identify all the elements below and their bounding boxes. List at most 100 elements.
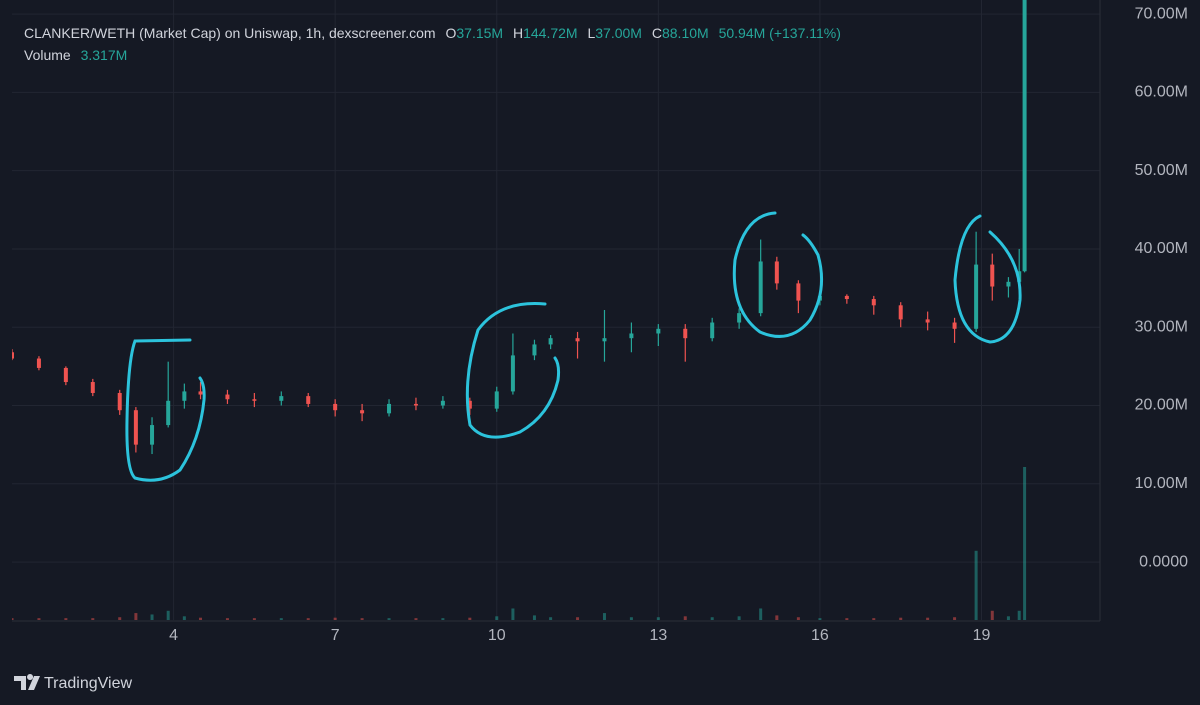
candle-body xyxy=(63,367,68,383)
legend-change: 50.94M (+137.11%) xyxy=(719,25,841,41)
y-tick-label: 20.00M xyxy=(1135,397,1188,414)
candle-body xyxy=(898,305,903,320)
volume-bar xyxy=(990,610,994,620)
candle-body xyxy=(656,328,661,334)
candle-body xyxy=(1006,281,1011,287)
legend: CLANKER/WETH (Market Cap) on Uniswap, 1h… xyxy=(24,25,841,63)
candle-body xyxy=(494,391,499,409)
y-tick-label: 70.00M xyxy=(1135,5,1188,22)
candle-body xyxy=(279,396,284,401)
volume-bar xyxy=(134,613,138,620)
legend-label: H xyxy=(513,25,523,41)
legend-value: 144.72M xyxy=(523,25,577,41)
volume-bar xyxy=(953,617,957,620)
volume-bar xyxy=(495,616,499,620)
volume-bar xyxy=(414,618,418,620)
candle-body xyxy=(925,319,930,323)
candle-body xyxy=(90,382,95,393)
legend-row: CLANKER/WETH (Market Cap) on Uniswap, 1h… xyxy=(24,25,841,41)
candle-body xyxy=(413,403,418,406)
legend-label: Volume xyxy=(24,47,71,63)
plot-area xyxy=(12,0,1027,620)
candle-body xyxy=(774,261,779,284)
volume-bar xyxy=(166,610,170,620)
y-tick-label: 50.00M xyxy=(1135,162,1188,179)
candle-body xyxy=(440,400,445,406)
candle-body xyxy=(510,355,515,392)
volume-bar xyxy=(759,608,763,620)
candle-body xyxy=(758,261,763,314)
hand-circle xyxy=(465,302,561,439)
volume-bar xyxy=(37,618,41,620)
candle-body xyxy=(602,338,607,342)
volume-bar xyxy=(279,618,283,620)
legend-value: 37.00M xyxy=(595,25,642,41)
volume-bar xyxy=(683,616,687,620)
volume-bar xyxy=(441,618,445,620)
x-tick-label: 13 xyxy=(649,627,667,644)
candle-body xyxy=(548,338,553,345)
y-tick-label: 0.0000 xyxy=(1139,553,1188,570)
candle-body xyxy=(333,403,338,411)
candle-body xyxy=(1022,0,1027,272)
volume-bar xyxy=(182,616,186,620)
legend-value: 3.317M xyxy=(81,47,128,63)
volume-bar xyxy=(710,617,714,620)
volume-bar xyxy=(629,617,633,620)
volume-bar xyxy=(899,617,903,620)
volume-bar xyxy=(818,618,822,620)
legend-value: 37.15M xyxy=(456,25,503,41)
y-tick-label: 30.00M xyxy=(1135,318,1188,335)
y-tick-label: 40.00M xyxy=(1135,240,1188,257)
candle-body xyxy=(871,299,876,306)
legend-label: C xyxy=(652,25,662,41)
candle-body xyxy=(198,391,203,395)
hand-circle xyxy=(732,211,824,338)
volume-bar xyxy=(12,618,14,620)
candle-body xyxy=(844,295,849,300)
candle-body xyxy=(796,283,801,301)
candle-body xyxy=(117,392,122,411)
volume-bar xyxy=(602,613,606,620)
volume-bar xyxy=(468,617,472,620)
candle-body xyxy=(133,410,138,445)
volume-bar xyxy=(796,617,800,620)
candle-body xyxy=(952,322,957,329)
volume-bar xyxy=(532,615,536,620)
x-tick-label: 19 xyxy=(973,627,991,644)
candle-body xyxy=(166,400,171,426)
volume-bar xyxy=(118,617,122,620)
x-tick-label: 16 xyxy=(811,627,829,644)
legend-value: 88.10M xyxy=(662,25,709,41)
candle-body xyxy=(737,313,742,323)
x-tick-label: 10 xyxy=(488,627,506,644)
volume-bar xyxy=(1006,616,1010,620)
volume-bar xyxy=(91,618,95,620)
candle-body xyxy=(360,410,365,414)
volume-bar xyxy=(360,618,364,620)
candle-body xyxy=(974,264,979,329)
volume-bar xyxy=(926,617,930,620)
volume-bar xyxy=(737,616,741,620)
volume-bar xyxy=(656,617,660,620)
candle-body xyxy=(150,425,155,445)
y-tick-label: 10.00M xyxy=(1135,475,1188,492)
candle-body xyxy=(629,333,634,339)
candle-body xyxy=(182,391,187,401)
legend-row: Volume 3.317M xyxy=(24,47,127,63)
volume-bar xyxy=(252,618,256,620)
volume-bar xyxy=(306,618,310,620)
volume-bar xyxy=(333,617,337,620)
legend-label: O xyxy=(445,25,456,41)
y-tick-label: 60.00M xyxy=(1135,84,1188,101)
candle-body xyxy=(990,264,995,287)
candle-body xyxy=(387,403,392,414)
volume-bar xyxy=(225,618,229,620)
candle-body xyxy=(710,322,715,339)
candle-body xyxy=(306,396,311,404)
candle-body xyxy=(252,399,257,401)
brand-name: TradingView xyxy=(44,675,132,692)
volume-bar xyxy=(1023,466,1027,620)
